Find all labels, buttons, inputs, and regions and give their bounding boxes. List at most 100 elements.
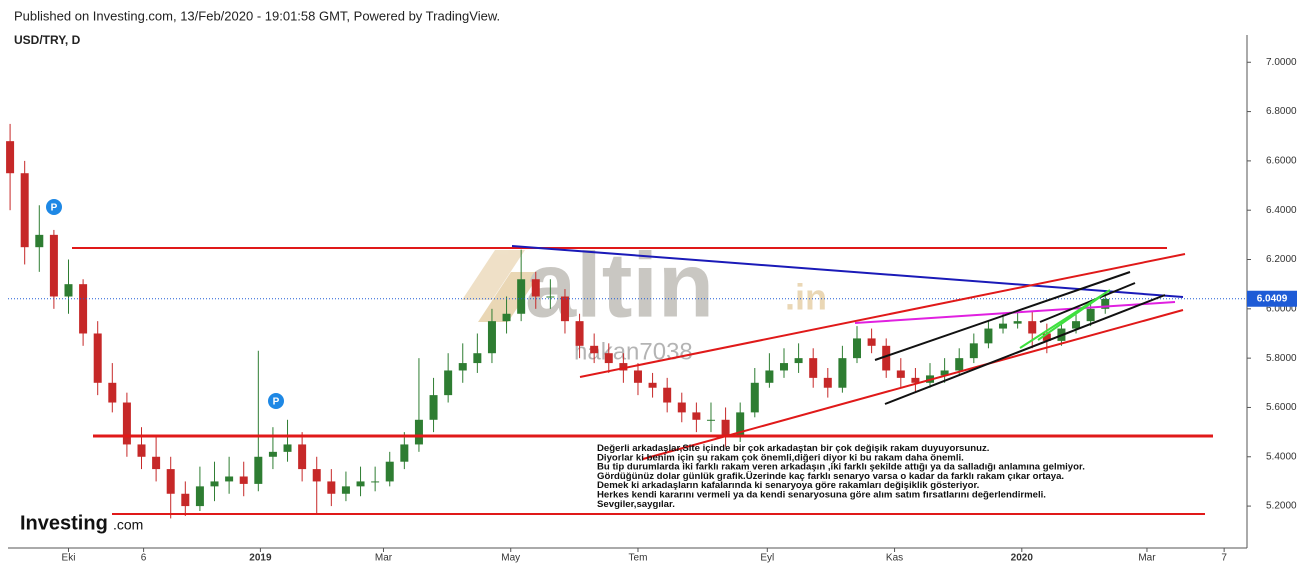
candle-body: [1072, 321, 1081, 329]
candle-body: [940, 370, 949, 376]
candle-body: [546, 296, 555, 298]
candle-body: [619, 363, 628, 371]
channel-line: [1039, 282, 1136, 323]
candle-body: [648, 382, 657, 388]
candle-body: [531, 279, 540, 297]
candle-body: [955, 358, 964, 371]
logo-suffix: .com: [113, 517, 143, 533]
candle-body: [93, 333, 102, 383]
x-tick-label: May: [501, 553, 520, 564]
candle-body: [560, 296, 569, 322]
candle-body: [283, 444, 292, 452]
event-marker: [46, 199, 62, 215]
x-tick-label: 6: [141, 553, 147, 564]
trend-line: [642, 309, 1184, 460]
event-marker-label: P: [273, 397, 280, 408]
candle-body: [765, 370, 774, 383]
candle-body: [809, 358, 818, 378]
x-tick-label: Eyl: [760, 553, 774, 564]
event-marker-label: P: [51, 203, 58, 214]
candle-body: [736, 412, 745, 438]
published-line: Published on Investing.com, 13/Feb/2020 …: [14, 8, 500, 23]
candle-body: [20, 173, 29, 248]
candle-body: [1013, 321, 1022, 324]
x-tick-label: 7: [1221, 553, 1227, 564]
note-line: Diyorlar ki benim için şu rakam çok önem…: [597, 452, 964, 463]
watermark-icon: [462, 250, 525, 300]
candle-body: [341, 486, 350, 494]
logo-text: Investing: [20, 512, 108, 534]
candle-body: [853, 338, 862, 359]
candle-body: [400, 444, 409, 462]
candle-body: [6, 141, 15, 174]
candle-body: [706, 419, 715, 421]
y-tick-label: 5.4000: [1266, 451, 1297, 462]
candle-body: [312, 469, 321, 482]
x-tick-label: 2020: [1011, 553, 1034, 564]
note-line: Herkes kendi kararını vermeli ya da kend…: [597, 490, 1046, 501]
candle-body: [108, 382, 117, 403]
x-tick-label: Mar: [375, 553, 393, 564]
candle-body: [517, 279, 526, 314]
candle-body: [195, 486, 204, 507]
y-tick-label: 6.8000: [1266, 106, 1297, 117]
candle-body: [356, 481, 365, 487]
candle-body: [838, 358, 847, 388]
y-tick-label: 6.2000: [1266, 254, 1297, 265]
note: Değerli arkadaşlar,Site içinde bir çok a…: [597, 443, 1085, 510]
candle-body: [984, 328, 993, 344]
candle-body: [444, 370, 453, 396]
candle-body: [473, 353, 482, 364]
candle-body: [969, 343, 978, 359]
candle-body: [210, 481, 219, 487]
candle-body: [779, 363, 788, 371]
candle-body: [794, 358, 803, 364]
candle-body: [575, 321, 584, 346]
event-marker: [268, 393, 284, 409]
candle-body: [663, 387, 672, 403]
candle-body: [35, 234, 44, 248]
candle-body: [254, 456, 263, 484]
y-tick-label: 6.0000: [1266, 303, 1297, 314]
candle-body: [64, 284, 73, 297]
candle-body: [502, 313, 511, 322]
candle-body: [882, 345, 891, 371]
candle-body: [414, 419, 423, 445]
x-tick-label: Kas: [886, 553, 903, 564]
candle-body: [911, 377, 920, 383]
x-tick-label: Tem: [629, 553, 648, 564]
candle-body: [79, 284, 88, 334]
logo: Investing .com: [20, 512, 143, 534]
trend-line: [511, 245, 1184, 298]
candle-body: [823, 377, 832, 388]
trend-line: [579, 253, 1186, 378]
candle-body: [122, 402, 131, 445]
candle-body: [487, 321, 496, 354]
y-tick-label: 5.6000: [1266, 402, 1297, 413]
y-tick-label: 7.0000: [1266, 57, 1297, 68]
candle-body: [1028, 321, 1037, 334]
candle-body: [604, 353, 613, 364]
channel-line: [874, 271, 1131, 361]
y-tick-label: 5.8000: [1266, 353, 1297, 364]
candle-body: [677, 402, 686, 413]
note-line: Sevgiler,saygılar.: [597, 499, 675, 510]
candle-body: [867, 338, 876, 346]
y-tick-label: 6.6000: [1266, 156, 1297, 167]
watermark-icon: [478, 272, 541, 322]
candle-body: [327, 481, 336, 494]
candle-body: [298, 444, 307, 470]
candle-body: [692, 412, 701, 420]
candle-body: [1086, 308, 1095, 322]
candle-body: [590, 345, 599, 354]
y-tick-label: 6.4000: [1266, 205, 1297, 216]
x-tick-label: Eki: [62, 553, 76, 564]
note-line: Gördüğünüz dolar günlük grafik.Üzerinde …: [597, 471, 1064, 482]
candle-body: [1101, 298, 1110, 309]
candle-body: [152, 456, 161, 470]
candle-body: [239, 476, 248, 484]
candle-body: [1042, 333, 1051, 341]
channel-line: [1037, 296, 1101, 341]
candle-body: [458, 363, 467, 371]
